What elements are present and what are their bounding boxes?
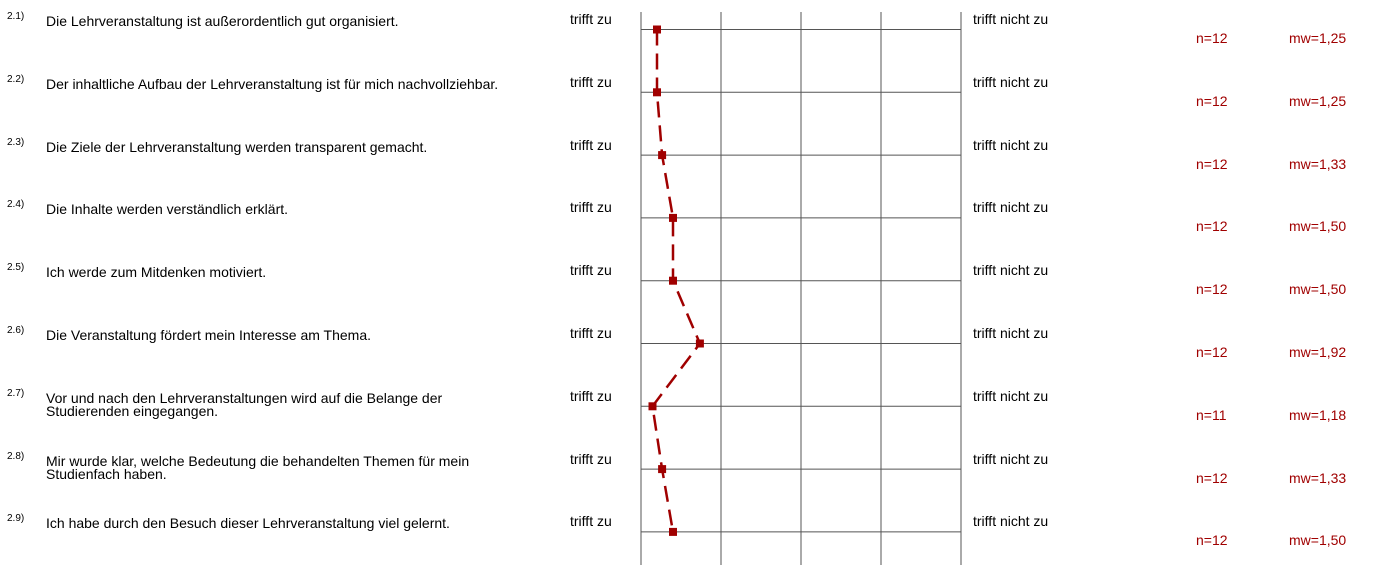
mean-marker xyxy=(695,339,704,348)
mean-value: mw=1,92 xyxy=(1289,344,1347,360)
sample-size: n=12 xyxy=(1196,344,1228,360)
mean-value: mw=1,25 xyxy=(1289,92,1347,109)
mean-marker xyxy=(653,88,661,97)
question-text: Die Lehrveranstaltung ist außerordentlic… xyxy=(46,13,399,29)
sample-size: n=12 xyxy=(1196,218,1228,235)
scale-right-label: trifft nicht zu xyxy=(973,262,1049,279)
mean-value: mw=1,33 xyxy=(1289,155,1347,172)
scale-left-label: trifft zu xyxy=(570,387,612,404)
item-number: 2.3) xyxy=(7,136,25,148)
scale-right-label: trifft nicht zu xyxy=(973,513,1049,530)
question-text: Ich werde zum Mitdenken motiviert. xyxy=(46,264,267,281)
item-number: 2.8) xyxy=(7,450,25,462)
item-number: 2.5) xyxy=(7,262,25,274)
question-text: Die Veranstaltung fördert mein Interesse… xyxy=(46,327,372,343)
sample-size: n=12 xyxy=(1196,30,1228,46)
item-number: 2.4) xyxy=(7,199,25,211)
mean-value: mw=1,25 xyxy=(1289,30,1347,46)
mean-marker xyxy=(658,151,667,160)
mean-marker xyxy=(648,402,657,411)
scale-left-label: trifft zu xyxy=(570,199,612,216)
mean-value: mw=1,33 xyxy=(1289,469,1347,486)
mean-value: mw=1,50 xyxy=(1289,532,1347,549)
scale-left-label: trifft zu xyxy=(570,325,612,341)
mean-value: mw=1,50 xyxy=(1289,281,1347,298)
scale-right-label: trifft nicht zu xyxy=(973,199,1049,216)
sample-size: n=12 xyxy=(1196,92,1228,109)
item-number: 2.6) xyxy=(7,325,25,336)
mean-marker xyxy=(669,527,677,536)
sample-size: n=12 xyxy=(1196,469,1228,486)
mean-marker xyxy=(658,465,667,474)
mean-marker xyxy=(669,213,677,222)
question-text: Vor und nach den Lehrveranstaltungen wir… xyxy=(46,389,443,419)
scale-right-label: trifft nicht zu xyxy=(973,73,1049,90)
mean-marker xyxy=(653,25,661,34)
item-number: 2.1) xyxy=(7,11,25,22)
item-number: 2.7) xyxy=(7,387,25,399)
scale-left-label: trifft zu xyxy=(570,136,612,153)
scale-left-label: trifft zu xyxy=(570,262,612,279)
scale-right-label: trifft nicht zu xyxy=(973,450,1049,467)
mean-value: mw=1,18 xyxy=(1289,406,1347,423)
scale-right-label: trifft nicht zu xyxy=(973,325,1049,341)
mean-marker xyxy=(669,276,677,285)
sample-size: n=12 xyxy=(1196,281,1228,298)
scale-left-label: trifft zu xyxy=(570,73,612,90)
scale-left-label: trifft zu xyxy=(570,11,612,27)
scale-left-label: trifft zu xyxy=(570,450,612,467)
mean-value: mw=1,50 xyxy=(1289,218,1347,235)
sample-size: n=11 xyxy=(1196,406,1227,423)
scale-left-label: trifft zu xyxy=(570,513,612,530)
question-text: Die Ziele der Lehrveranstaltung werden t… xyxy=(46,138,428,155)
scale-right-label: trifft nicht zu xyxy=(973,136,1049,153)
item-number: 2.2) xyxy=(7,73,25,85)
question-text: Der inhaltliche Aufbau der Lehrveranstal… xyxy=(46,75,499,92)
scale-right-label: trifft nicht zu xyxy=(973,11,1049,27)
scale-right-label: trifft nicht zu xyxy=(973,387,1049,404)
question-text: Die Inhalte werden verständlich erklärt. xyxy=(46,201,289,218)
sample-size: n=12 xyxy=(1196,532,1228,549)
item-number: 2.9) xyxy=(7,513,25,525)
question-text: Mir wurde klar, welche Bedeutung die beh… xyxy=(46,452,470,482)
sample-size: n=12 xyxy=(1196,155,1228,172)
question-text: Ich habe durch den Besuch dieser Lehrver… xyxy=(46,515,450,532)
